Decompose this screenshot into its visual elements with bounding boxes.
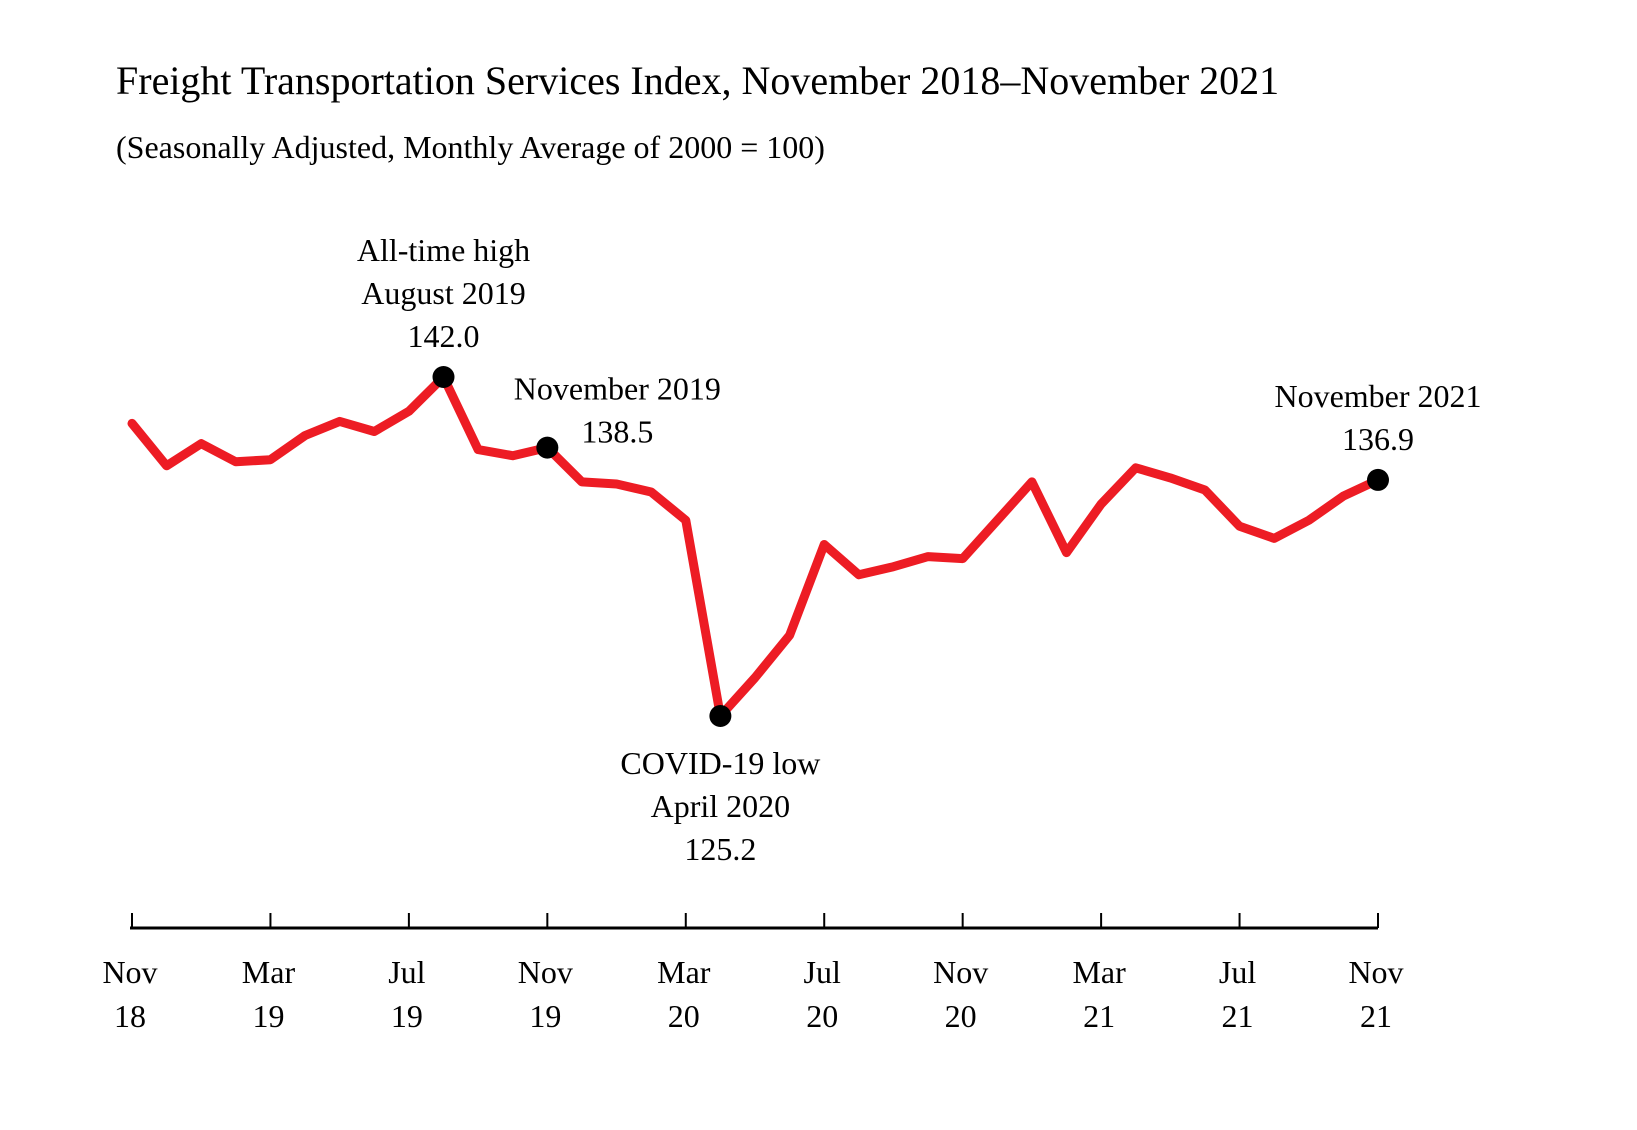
data-point-marker xyxy=(536,436,559,459)
series-line xyxy=(127,372,1383,721)
x-tick-label-month: Jul xyxy=(1219,954,1256,990)
x-tick-label-year: 20 xyxy=(668,998,700,1034)
annotation-label: August 2019 xyxy=(361,275,525,311)
annotation-label: COVID-19 low xyxy=(620,745,820,781)
x-tick-label-month: Mar xyxy=(1072,954,1126,990)
series-line-group xyxy=(127,372,1383,721)
x-tick-label-month: Jul xyxy=(388,954,425,990)
annotation-label: All-time high xyxy=(357,232,530,268)
chart-subtitle: (Seasonally Adjusted, Monthly Average of… xyxy=(116,129,825,165)
x-tick-label-month: Nov xyxy=(102,954,157,990)
annotation-label: 142.0 xyxy=(408,318,480,354)
x-tick-label-year: 20 xyxy=(945,998,977,1034)
data-point-marker xyxy=(709,705,732,728)
annotations: All-time high August 2019 142.0 November 20… xyxy=(357,232,1482,867)
x-tick-label-year: 19 xyxy=(529,998,561,1034)
x-tick-label-month: Nov xyxy=(518,954,573,990)
x-tick-label-month: Mar xyxy=(657,954,711,990)
annotation-label: November 2019 xyxy=(514,371,721,407)
x-tick-label-year: 21 xyxy=(1222,998,1254,1034)
data-point-marker xyxy=(432,366,455,388)
annotation-label: November 2021 xyxy=(1274,378,1481,414)
annotation-label: April 2020 xyxy=(651,788,791,824)
x-tick-label-year: 19 xyxy=(252,998,284,1034)
x-tick-label-month: Nov xyxy=(1348,954,1403,990)
x-tick-label-year: 21 xyxy=(1360,998,1392,1034)
annotation-label: 125.2 xyxy=(684,831,756,867)
data-point-marker xyxy=(1367,468,1389,491)
annotation-label: 138.5 xyxy=(581,414,653,450)
x-axis: Nov 18 Mar 19 Jul 19 Nov 19 Mar 20 Jul 20 Nov 20 Mar 21… xyxy=(102,913,1404,1034)
x-tick-label-month: Jul xyxy=(804,954,841,990)
x-tick-label-year: 18 xyxy=(114,998,146,1034)
x-tick-label-year: 19 xyxy=(391,998,423,1034)
x-tick-label-month: Mar xyxy=(242,954,296,990)
x-tick-label-year: 20 xyxy=(806,998,838,1034)
x-tick-label-year: 21 xyxy=(1083,998,1115,1034)
chart-title: Freight Transportation Services Index, N… xyxy=(116,58,1279,103)
x-tick-label-month: Nov xyxy=(933,954,988,990)
annotation-label: 136.9 xyxy=(1342,421,1414,457)
